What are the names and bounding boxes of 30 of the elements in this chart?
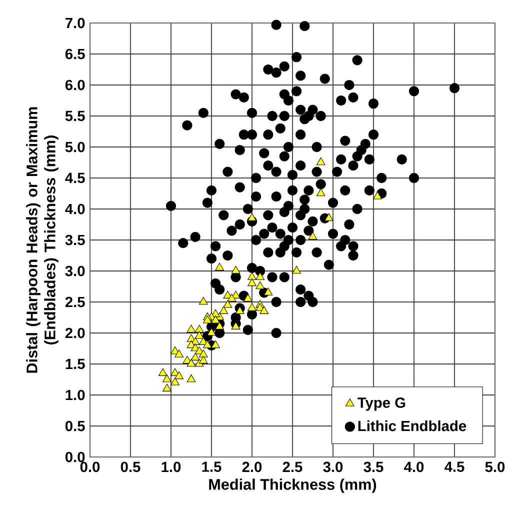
y-axis-title: Distal (Harpoon Heads) or Maximum (Endblades) Thickness (mm) [26,107,58,373]
y-tick-label: 4.5 [65,172,85,184]
y-tick-label: 6.5 [65,48,85,60]
y-tick-label: 5.5 [65,110,85,122]
y-tick-label: 6.0 [65,80,85,90]
y-tick-label: 3.5 [65,234,85,246]
x-tick-label: 3.0 [323,462,343,472]
x-axis-title: Medial Thickness (mm) [209,478,376,493]
x-tick-label: 0.0 [80,462,100,472]
x-tick-label: 0.5 [120,462,140,472]
y-tick-label: 7.0 [66,18,85,28]
x-tick-label: 4.5 [444,462,464,472]
y-tick-label: 2.5 [65,296,85,308]
x-tick-label: 1.5 [202,462,222,472]
y-tick-label: 3.0 [65,266,85,276]
legend-label: Lithic Endblade [358,420,466,432]
legend-label: Type G [358,398,406,411]
y-tick-label: 0.0 [65,452,85,462]
y-tick-label: 1.0 [66,390,85,400]
y-tick-label: 2.0 [65,328,85,338]
y-tick-label: 4.0 [65,204,85,214]
x-tick-label: 1.0 [162,462,181,472]
y-tick-label: 5.0 [65,142,85,152]
x-tick-label: 5.0 [485,462,505,472]
x-tick-label: 4.0 [404,462,424,472]
x-tick-label: 3.5 [364,462,384,472]
y-tick-label: 0.5 [65,420,85,432]
x-tick-label: 2.0 [242,462,262,472]
y-tick-label: 1.5 [66,358,85,370]
x-tick-label: 2.5 [282,462,302,472]
